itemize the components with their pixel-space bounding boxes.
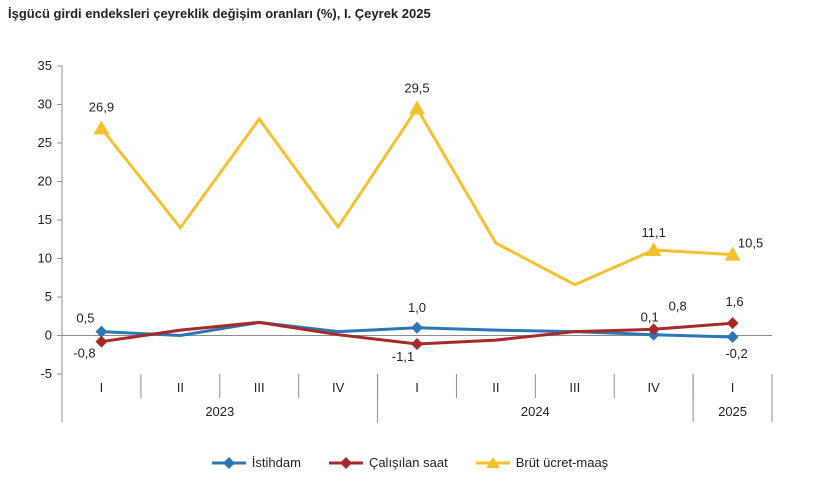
data-point-marker [645, 242, 662, 257]
legend-item: Çalışılan saat [328, 455, 448, 470]
data-label: 0,1 [641, 310, 659, 325]
data-point-marker [93, 120, 110, 135]
x-tick-label: IV [332, 380, 345, 395]
x-tick-label: III [254, 380, 265, 395]
data-point-marker [647, 323, 660, 336]
data-label: 26,9 [89, 99, 114, 114]
x-tick-label: I [731, 380, 735, 395]
data-label: -0,8 [73, 346, 95, 361]
data-label: -0,2 [725, 346, 747, 361]
data-point-marker [724, 246, 741, 261]
y-tick-label: 5 [45, 289, 52, 304]
y-tick-label: 30 [38, 97, 52, 112]
y-tick-label: 25 [38, 135, 52, 150]
x-tick-label: I [100, 380, 104, 395]
x-tick-label: II [492, 380, 499, 395]
data-label: 29,5 [404, 80, 429, 95]
data-label: 1,6 [726, 294, 744, 309]
y-tick-label: -5 [40, 366, 52, 381]
legend-label: İstihdam [251, 455, 301, 470]
data-labels: 0,5 1,0 0,1 -0,2 -0,8 -1,1 0,8 1,6 26,9 29,5 11,1 1… [73, 80, 763, 364]
y-tick-label: 20 [38, 174, 52, 189]
data-point-marker [411, 337, 423, 350]
data-label: 1,0 [408, 300, 426, 315]
legend-label: Çalışılan saat [368, 455, 448, 470]
legend-swatch [211, 456, 246, 469]
data-label: -1,1 [392, 349, 414, 364]
data-point-marker [409, 100, 425, 115]
legend-label: Brüt ücret-maaş [515, 455, 609, 470]
data-point-marker [726, 317, 739, 330]
series-markers [93, 100, 741, 350]
y-tick-label: 10 [38, 251, 52, 266]
x-tick-label: I [415, 380, 419, 395]
legend-swatch [475, 456, 510, 468]
data-label: 0,8 [669, 298, 687, 313]
legend-swatch [328, 456, 363, 469]
year-label: 2025 [718, 404, 747, 419]
data-label: 11,1 [641, 225, 665, 240]
data-point-marker [411, 321, 423, 334]
y-axis: -5 0 5 10 15 20 25 30 35 [38, 58, 63, 381]
y-tick-label: 15 [38, 212, 52, 227]
series-line [100, 105, 733, 287]
legend-item: İstihdam [211, 455, 301, 470]
legend-item: Brüt ücret-maaş [475, 455, 609, 470]
x-tick-label: III [569, 380, 580, 395]
data-label: 0,5 [76, 311, 94, 326]
data-point-marker [95, 335, 108, 348]
year-label: 2024 [521, 404, 550, 419]
y-tick-label: 0 [45, 328, 52, 343]
year-label: 2023 [205, 404, 234, 419]
legend: İstihdam Çalışılan saat Brüt ücret-maaş [0, 455, 820, 470]
x-tick-label: II [177, 380, 184, 395]
data-label: 10,5 [738, 236, 763, 251]
y-tick-label: 35 [38, 58, 52, 73]
x-tick-label: IV [648, 380, 661, 395]
data-point-marker [726, 331, 739, 344]
chart-title: İşgücü girdi endeksleri çeyreklik değişi… [8, 6, 431, 21]
data-point-marker [95, 325, 108, 338]
